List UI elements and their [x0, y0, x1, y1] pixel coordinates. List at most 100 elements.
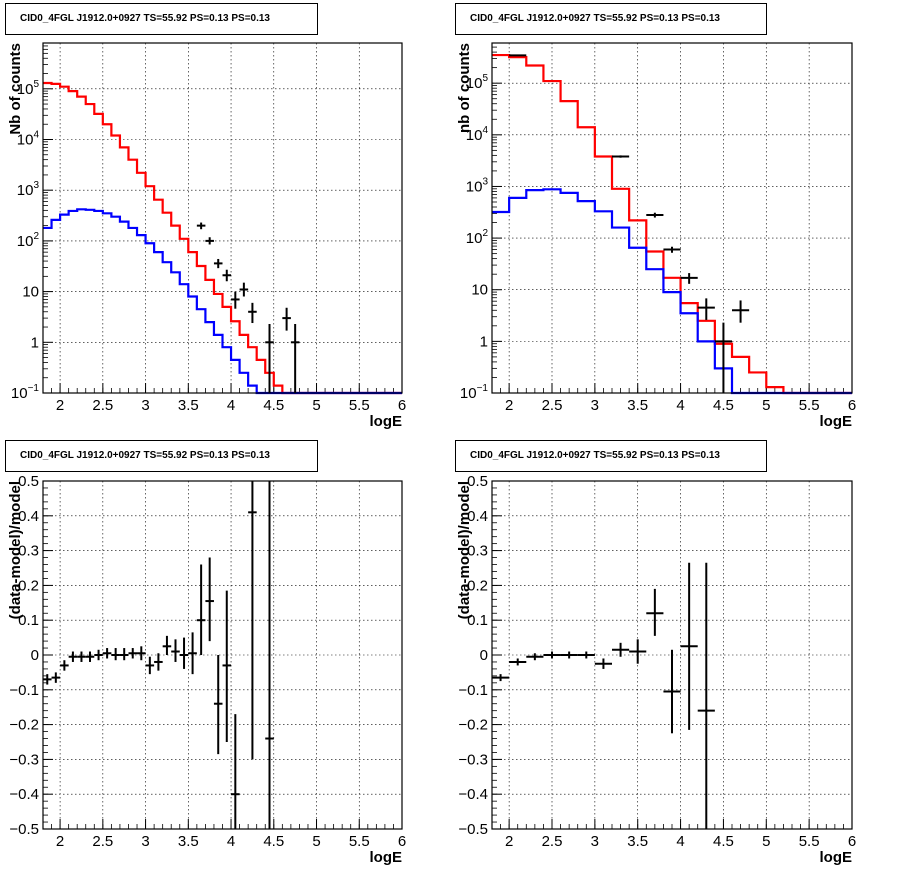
data-point [145, 656, 155, 675]
x-axis-label: logE [820, 849, 853, 866]
data-point [663, 649, 681, 734]
data-point [205, 557, 214, 642]
data-point [697, 298, 715, 320]
data-point [222, 269, 232, 282]
y-tick-label: 102 [17, 231, 40, 250]
data-point [43, 674, 52, 685]
chart-panel-4: 2 2.5 3 3.5 4 4.5 5 5.5 6 −0.5 −0.4 −0.3 −0.2 −0.1 0 0.… [456, 473, 856, 866]
x-tick-label: 4.5 [713, 833, 734, 850]
y-tick-exponent: 5 [482, 73, 488, 84]
x-tick-label: 4.5 [713, 397, 734, 414]
x-tick-label: 2 [505, 833, 513, 850]
x-tick-label: 3 [591, 833, 599, 850]
chart-panel-2: 2 2.5 3 3.5 4 4.5 5 5.5 610−1110102103104105logE… [456, 42, 856, 430]
y-tick-label: 0.1 [467, 612, 488, 629]
x-tick-label: 4 [227, 397, 235, 414]
data-point [188, 632, 197, 675]
data-point [68, 651, 78, 662]
series-line [492, 188, 852, 395]
y-tick-label: −0.4 [458, 786, 488, 803]
x-tick-label: 5.5 [799, 833, 820, 850]
data-point [119, 648, 129, 661]
y-tick-exponent: 5 [33, 79, 39, 90]
data-point [282, 307, 291, 331]
x-tick-label: 6 [848, 397, 856, 414]
data-point [663, 246, 681, 253]
x-tick-label: 5 [762, 397, 770, 414]
chart-panel-3: 2 2.5 3 3.5 4 4.5 5 5.5 6 −0.5 −0.4 −0.3 −0.2 −0.1 0 0.… [7, 473, 406, 866]
data-point [94, 649, 103, 661]
data-point [102, 648, 112, 659]
y-tick-label: 0.1 [18, 612, 39, 629]
data-point [646, 212, 664, 218]
x-tick-label: 4 [227, 833, 235, 850]
data-point [594, 658, 612, 669]
y-tick-label: −0.5 [9, 821, 39, 838]
plot-frame [491, 42, 853, 394]
data-point [680, 562, 698, 730]
x-tick-label: 3.5 [178, 397, 199, 414]
data-point [629, 639, 647, 664]
x-tick-label: 5 [762, 833, 770, 850]
data-point [213, 655, 223, 755]
data-point [509, 54, 527, 57]
y-tick-label: 1 [480, 333, 488, 350]
x-tick-label: 2 [505, 397, 513, 414]
x-tick-label: 6 [848, 833, 856, 850]
y-axis-label: (data-model)/model [7, 481, 24, 619]
x-tick-label: 4.5 [263, 397, 284, 414]
data-point [239, 282, 249, 297]
data-point [205, 237, 214, 245]
x-tick-label: 6 [398, 397, 406, 414]
data-point [492, 674, 510, 682]
plot-frame [42, 480, 403, 830]
data-point [526, 653, 544, 661]
y-tick-exponent: 2 [33, 231, 39, 242]
y-tick-label: −0.1 [9, 682, 39, 699]
y-axis-label: nb of counts [456, 43, 473, 133]
plot-frame [491, 480, 853, 830]
y-tick-label: 0.3 [18, 543, 39, 560]
y-tick-label: −0.3 [458, 751, 488, 768]
data-point [577, 651, 595, 659]
x-tick-label: 2.5 [92, 833, 113, 850]
data-point [265, 481, 274, 829]
y-tick-label: 0.4 [18, 508, 39, 525]
data-point [697, 562, 715, 829]
data-point [265, 323, 274, 393]
y-tick-exponent: 2 [482, 228, 488, 239]
data-point [222, 590, 232, 742]
x-tick-label: 5.5 [349, 397, 370, 414]
data-point [732, 300, 750, 323]
data-point [60, 660, 69, 671]
y-tick-label: 0 [480, 647, 488, 664]
x-tick-label: 6 [398, 833, 406, 850]
y-tick-exponent: 3 [482, 176, 488, 187]
x-tick-label: 3 [591, 397, 599, 414]
panel-title: CID0_4FGL J1912.0+0927 TS=55.92 PS=0.13 … [5, 440, 318, 472]
x-tick-label: 2.5 [92, 397, 113, 414]
data-point [162, 635, 172, 655]
data-point [560, 651, 578, 659]
data-point [680, 273, 698, 284]
y-axis-label: (data-model)/model [456, 481, 473, 619]
x-tick-label: 3 [141, 397, 149, 414]
panel-title: CID0_4FGL J1912.0+0927 TS=55.92 PS=0.13 … [455, 3, 767, 35]
data-point [179, 637, 189, 669]
x-tick-label: 5 [312, 397, 320, 414]
x-tick-label: 5.5 [349, 833, 370, 850]
data-point [128, 648, 138, 659]
data-point [85, 651, 95, 662]
y-tick-label: −0.3 [9, 751, 39, 768]
y-tick-label: 0.2 [18, 577, 39, 594]
data-point [196, 222, 206, 230]
x-tick-label: 3.5 [627, 833, 648, 850]
x-tick-label: 5.5 [799, 397, 820, 414]
x-tick-label: 2 [56, 397, 64, 414]
y-tick-label: 10 [471, 282, 488, 299]
chart-panel-1: 2 2.5 3 3.5 4 4.5 5 5.5 610−1110102103104105logE… [7, 42, 406, 430]
x-tick-label: 4 [676, 397, 684, 414]
data-point [51, 672, 61, 683]
x-axis-label: logE [370, 849, 403, 866]
